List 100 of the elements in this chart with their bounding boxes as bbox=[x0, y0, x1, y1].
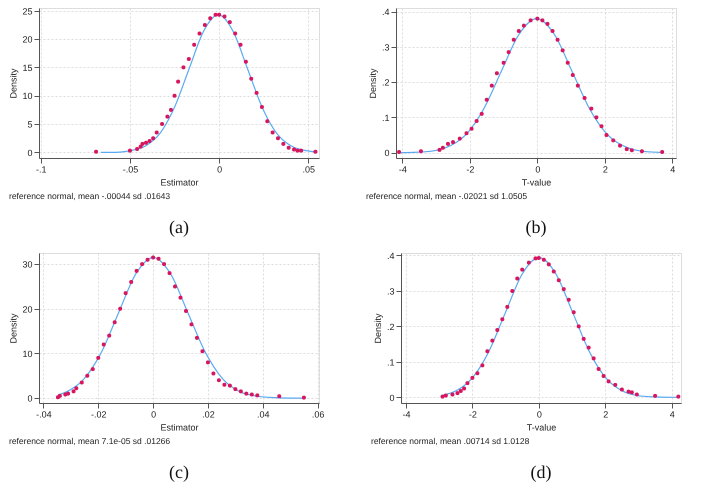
point bbox=[165, 114, 170, 119]
y-tick-label: .1 bbox=[386, 357, 394, 368]
point bbox=[465, 381, 470, 386]
x-axis-title: T-value bbox=[526, 422, 556, 432]
point bbox=[134, 268, 139, 273]
y-tick-label: 5 bbox=[27, 120, 32, 130]
x-tick-label: -4 bbox=[402, 410, 410, 420]
y-tick-label: 25 bbox=[22, 6, 32, 16]
point bbox=[249, 76, 254, 81]
point bbox=[458, 136, 462, 141]
x-tick-label: 0 bbox=[217, 164, 222, 174]
point bbox=[566, 298, 571, 302]
y-tick-label: .2 bbox=[382, 78, 390, 88]
point bbox=[494, 71, 499, 76]
point bbox=[302, 396, 306, 400]
x-tick-label: 2 bbox=[603, 410, 608, 420]
text: reference normal, mean .00714 sd 1.0128 bbox=[371, 436, 530, 446]
point bbox=[217, 12, 222, 17]
point bbox=[72, 389, 76, 394]
point bbox=[260, 105, 264, 110]
point bbox=[446, 142, 450, 146]
point bbox=[96, 356, 100, 360]
point bbox=[313, 150, 318, 154]
point bbox=[534, 256, 538, 260]
point bbox=[586, 346, 591, 350]
point bbox=[160, 122, 164, 126]
x-tick-label: -.05 bbox=[122, 164, 138, 174]
point bbox=[168, 271, 172, 276]
point bbox=[178, 296, 183, 300]
point bbox=[200, 349, 204, 354]
point bbox=[470, 376, 474, 380]
point bbox=[505, 304, 510, 309]
point bbox=[184, 309, 188, 314]
point bbox=[660, 150, 664, 154]
point bbox=[470, 126, 474, 131]
point bbox=[255, 393, 260, 398]
point bbox=[560, 48, 565, 52]
point bbox=[186, 56, 191, 61]
point bbox=[556, 278, 561, 282]
point bbox=[238, 42, 243, 47]
point bbox=[630, 148, 634, 152]
point bbox=[198, 31, 202, 36]
point bbox=[602, 374, 606, 378]
point bbox=[276, 136, 280, 140]
y-tick-label: .1 bbox=[382, 112, 390, 123]
point bbox=[606, 379, 611, 384]
point bbox=[438, 148, 442, 152]
text: (a) bbox=[169, 217, 189, 237]
point bbox=[74, 386, 78, 390]
point bbox=[299, 148, 304, 153]
point bbox=[576, 324, 581, 328]
point bbox=[148, 139, 152, 144]
point bbox=[94, 150, 98, 154]
point bbox=[516, 28, 521, 33]
point bbox=[444, 394, 448, 398]
x-axis-title: Estimator bbox=[160, 178, 199, 188]
point bbox=[228, 384, 232, 388]
point bbox=[156, 256, 161, 261]
y-axis-title: Density bbox=[372, 313, 383, 344]
point bbox=[455, 391, 460, 396]
y-tick-label: 0 bbox=[27, 148, 32, 158]
x-tick-label: .06 bbox=[312, 410, 324, 420]
point bbox=[485, 349, 490, 354]
point bbox=[194, 336, 199, 340]
point bbox=[576, 84, 580, 88]
point bbox=[484, 98, 489, 102]
point bbox=[522, 24, 526, 28]
y-tick-label: 10 bbox=[22, 91, 32, 102]
point bbox=[582, 96, 587, 100]
y-tick-label: 20 bbox=[22, 304, 32, 314]
point bbox=[676, 394, 680, 399]
point bbox=[66, 392, 70, 396]
point bbox=[102, 342, 106, 347]
point bbox=[192, 42, 196, 47]
point bbox=[536, 256, 541, 260]
point bbox=[528, 18, 533, 22]
point bbox=[176, 80, 180, 84]
text: (b) bbox=[526, 217, 546, 237]
y-axis-title: Density bbox=[368, 68, 378, 99]
point bbox=[562, 287, 566, 292]
point bbox=[500, 317, 504, 322]
point bbox=[464, 131, 469, 136]
point bbox=[202, 22, 207, 27]
point bbox=[146, 258, 150, 262]
point bbox=[506, 50, 511, 54]
point bbox=[173, 284, 178, 288]
point bbox=[520, 268, 524, 272]
point bbox=[458, 388, 463, 393]
point bbox=[515, 276, 520, 281]
point bbox=[526, 260, 531, 265]
line-series bbox=[100, 14, 316, 153]
y-tick-label: .4 bbox=[382, 7, 390, 18]
point bbox=[620, 388, 624, 392]
point bbox=[653, 394, 658, 398]
point bbox=[228, 20, 232, 24]
y-tick-label: .3 bbox=[382, 42, 390, 52]
x-tick-label: .04 bbox=[257, 410, 270, 420]
y-tick-label: 0 bbox=[384, 148, 390, 158]
point bbox=[162, 262, 166, 266]
point bbox=[206, 360, 210, 364]
